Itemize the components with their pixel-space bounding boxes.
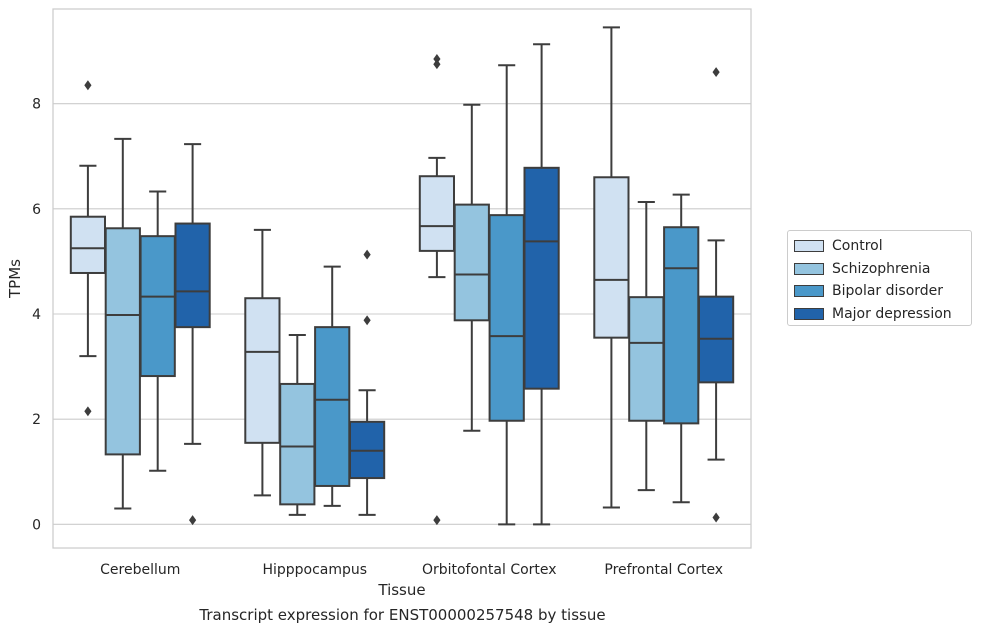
legend-item: Control (794, 235, 971, 258)
outlier-point (712, 512, 720, 523)
legend-label: Major depression (832, 305, 952, 322)
y-axis-label: TPMs (6, 259, 24, 299)
outlier-point (189, 515, 197, 526)
outlier-point (433, 54, 441, 64)
outlier-point (363, 315, 371, 326)
legend-swatch (794, 240, 824, 253)
iqr-box (139, 235, 176, 378)
box (697, 67, 735, 523)
legend-label: Bipolar disorder (832, 283, 944, 300)
legend-item: Major depression (794, 303, 971, 326)
box (663, 193, 700, 504)
x-tick-label: Prefrontal Cortex (604, 562, 723, 578)
iqr-box (69, 215, 107, 274)
plot-frame (52, 8, 752, 549)
x-tick-labels: Cerebellum Hipppocampus Orbitofontal Corte… (100, 562, 723, 578)
x-tick-label: Orbitofontal Cortex (422, 562, 557, 578)
box (314, 265, 351, 507)
legend-swatch (794, 307, 824, 320)
iqr-box (418, 175, 456, 252)
box (453, 103, 490, 432)
box (488, 64, 525, 526)
legend-swatch (794, 285, 824, 298)
box (279, 334, 316, 516)
box (244, 228, 281, 497)
iqr-box (488, 214, 525, 422)
iqr-box (104, 227, 141, 456)
box (69, 80, 107, 417)
iqr-box (453, 203, 490, 322)
iqr-box (523, 166, 560, 390)
iqr-box (279, 382, 316, 506)
iqr-box (628, 296, 665, 422)
outlier-point (712, 67, 720, 78)
y-tick-label: 6 (32, 202, 41, 218)
box (348, 249, 386, 516)
box (593, 26, 630, 509)
iqr-box (663, 226, 700, 425)
x-axis-label: Tissue (377, 581, 425, 599)
legend-label: Control (832, 238, 883, 255)
iqr-box (593, 176, 630, 339)
legend-item: Schizophrenia (794, 258, 971, 281)
box (523, 43, 560, 526)
y-tick-label: 0 (32, 517, 41, 533)
y-tick-label: 2 (32, 412, 41, 428)
box (418, 54, 456, 526)
box (104, 137, 141, 510)
iqr-box (174, 222, 211, 329)
chart-legend: Control Schizophrenia Bipolar disorder Majo… (787, 230, 972, 326)
box (139, 190, 176, 472)
y-tick-label: 8 (32, 97, 41, 113)
x-tick-label: Cerebellum (100, 562, 180, 578)
y-tick-labels: 0 2 4 6 8 (32, 97, 41, 534)
legend-swatch (794, 262, 824, 275)
box (628, 200, 665, 492)
box-plot-boxes (69, 26, 735, 526)
box (174, 143, 211, 526)
iqr-box (244, 297, 281, 444)
legend-item: Bipolar disorder (794, 280, 971, 303)
outlier-point (363, 249, 371, 260)
outlier-point (84, 80, 92, 91)
x-tick-label: Hipppocampus (262, 562, 367, 578)
legend-label: Schizophrenia (832, 260, 931, 277)
y-tick-label: 4 (32, 307, 41, 323)
outlier-point (433, 515, 441, 526)
chart-caption: Transcript expression for ENST0000025754… (199, 606, 606, 624)
iqr-box (314, 326, 351, 487)
outlier-point (433, 59, 441, 70)
outlier-point (84, 406, 92, 417)
